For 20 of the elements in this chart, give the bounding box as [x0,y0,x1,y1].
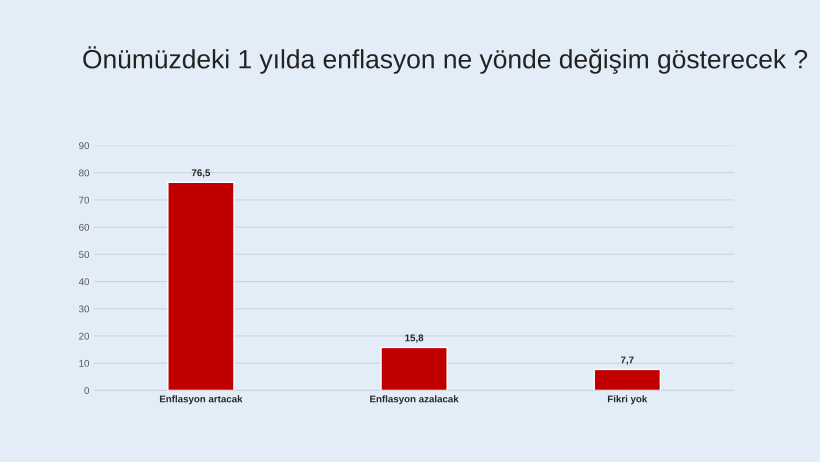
bar [594,368,662,390]
y-tick-label: 30 [78,306,90,312]
bar [167,182,235,390]
data-label: 15,8 [405,334,424,343]
y-tick-label: 0 [84,387,90,394]
y-tick-label: 90 [79,142,90,150]
y-tick-label: 10 [79,360,90,367]
data-label: 7,7 [620,356,634,365]
y-tick-label: 80 [79,169,90,176]
y-tick-label: 20 [79,332,90,340]
y-tick-label: 40 [78,278,90,286]
bar [380,346,448,390]
chart-title: Önümüzdeki 1 yılda enflasyon ne yönde değişim gösterecek ? [83,46,808,74]
y-tick-label: 50 [79,251,90,258]
data-label: 76,5 [192,169,210,178]
x-tick-label: Enflasyon azalacak [370,395,459,404]
y-tick-label: 70 [79,196,90,204]
y-tick-label: 60 [79,224,90,231]
x-tick-label: Enflasyon artacak [160,395,243,404]
x-tick-label: Fikri yok [608,395,648,404]
